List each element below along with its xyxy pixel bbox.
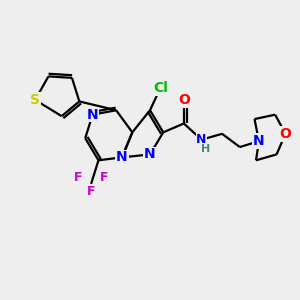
Text: O: O (178, 93, 190, 107)
Text: O: O (280, 127, 291, 141)
Text: N: N (253, 134, 265, 148)
Text: S: S (30, 93, 40, 107)
Text: N: N (144, 147, 156, 161)
Text: F: F (74, 172, 82, 184)
Text: F: F (100, 172, 109, 184)
Text: Cl: Cl (153, 81, 168, 95)
Text: F: F (87, 185, 95, 198)
Text: N: N (196, 133, 207, 146)
Text: N: N (116, 150, 128, 164)
Text: N: N (87, 108, 98, 122)
Text: H: H (201, 144, 210, 154)
